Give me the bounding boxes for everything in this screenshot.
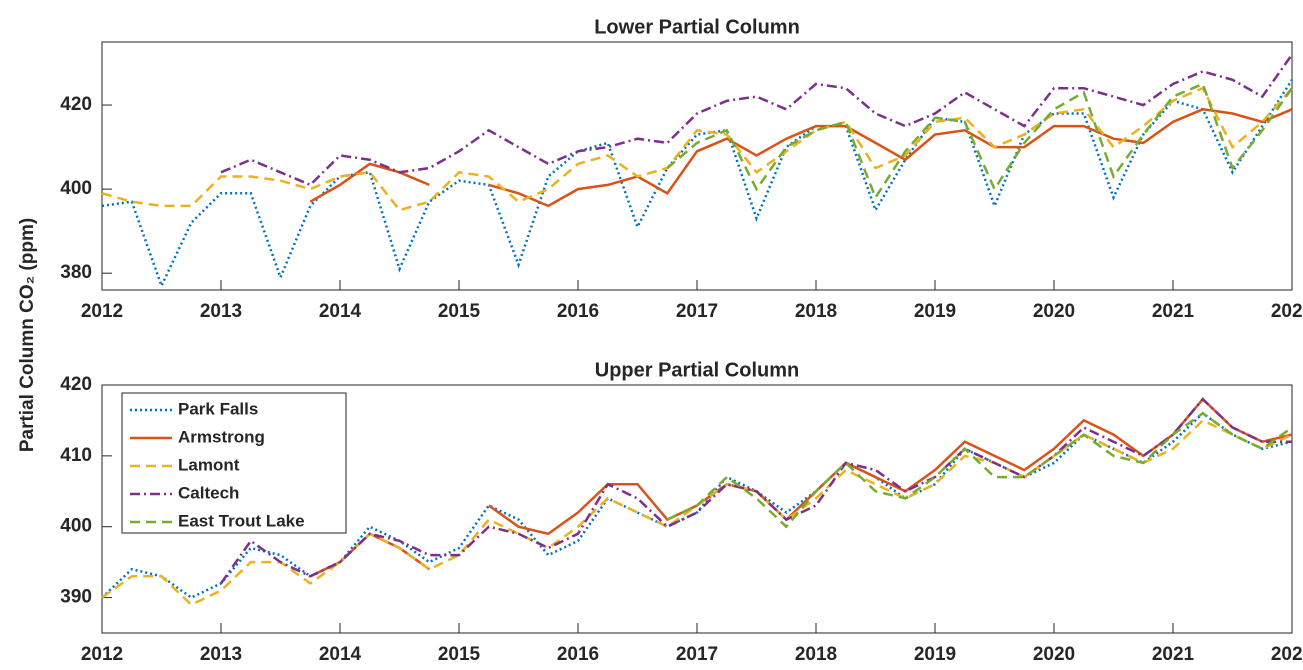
x-tick-label: 2016 <box>557 301 599 322</box>
series-line <box>309 108 1293 208</box>
legend-label: Lamont <box>178 455 240 474</box>
plot-area <box>101 41 1293 291</box>
legend-label: East Trout Lake <box>178 511 305 530</box>
x-tick-label: 2018 <box>795 301 837 322</box>
x-tick-label: 2014 <box>319 644 362 665</box>
x-tick-label: 2019 <box>914 644 956 665</box>
x-tick-label: 2012 <box>81 644 123 665</box>
series-line <box>219 397 1292 585</box>
y-tick-label: 420 <box>60 374 92 395</box>
chart-title: Upper Partial Column <box>595 359 799 381</box>
x-tick-label: 2017 <box>676 301 718 322</box>
legend-label: Armstrong <box>178 427 265 446</box>
x-tick-label: 2020 <box>1033 644 1075 665</box>
x-tick-label: 2012 <box>81 301 123 322</box>
series-line <box>101 86 1293 212</box>
series-line <box>101 411 1293 600</box>
x-tick-label: 2015 <box>438 301 481 322</box>
legend-label: Park Falls <box>178 399 258 418</box>
series-line <box>666 411 1293 529</box>
x-tick-label: 2021 <box>1152 301 1195 322</box>
x-tick-label: 2013 <box>200 301 242 322</box>
y-tick-label: 410 <box>60 445 92 466</box>
x-tick-label: 2017 <box>676 644 718 665</box>
series-line <box>309 397 1293 578</box>
x-tick-label: 2016 <box>557 644 599 665</box>
x-tick-label: 2015 <box>438 644 481 665</box>
x-tick-label: 2018 <box>795 644 837 665</box>
legend-label: Caltech <box>178 483 239 502</box>
series-line <box>666 82 1294 201</box>
x-tick-label: 2019 <box>914 301 956 322</box>
y-tick-label: 380 <box>60 262 92 283</box>
y-axis-label: Partial Column CO₂ (ppm) <box>17 218 38 452</box>
x-tick-label: 2021 <box>1152 644 1195 665</box>
series-line <box>220 53 1294 187</box>
y-tick-label: 400 <box>60 178 92 199</box>
x-tick-label: 2013 <box>200 644 242 665</box>
y-tick-label: 400 <box>60 516 92 537</box>
x-tick-label: 2014 <box>319 301 362 322</box>
x-tick-label: 2020 <box>1033 301 1075 322</box>
series-line <box>101 79 1294 290</box>
x-tick-label: 2022 <box>1271 644 1303 665</box>
legend-box <box>121 392 347 534</box>
y-tick-label: 420 <box>60 94 92 115</box>
y-tick-label: 390 <box>60 587 92 608</box>
x-tick-label: 2022 <box>1271 301 1303 322</box>
chart-title: Lower Partial Column <box>594 16 800 38</box>
